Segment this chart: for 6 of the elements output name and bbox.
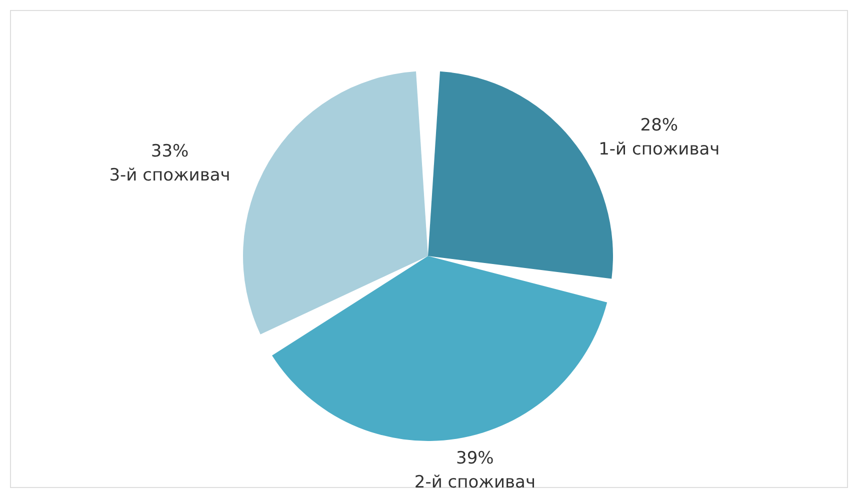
data-label: 33%: [150, 142, 189, 162]
data-label: 28%: [640, 115, 678, 136]
data-label: 39%: [456, 448, 494, 468]
slice-label: 1-й споживач: [598, 139, 720, 160]
slice-label: 2-й споживач: [414, 472, 536, 492]
slice-label: 3-й споживач: [109, 166, 230, 186]
